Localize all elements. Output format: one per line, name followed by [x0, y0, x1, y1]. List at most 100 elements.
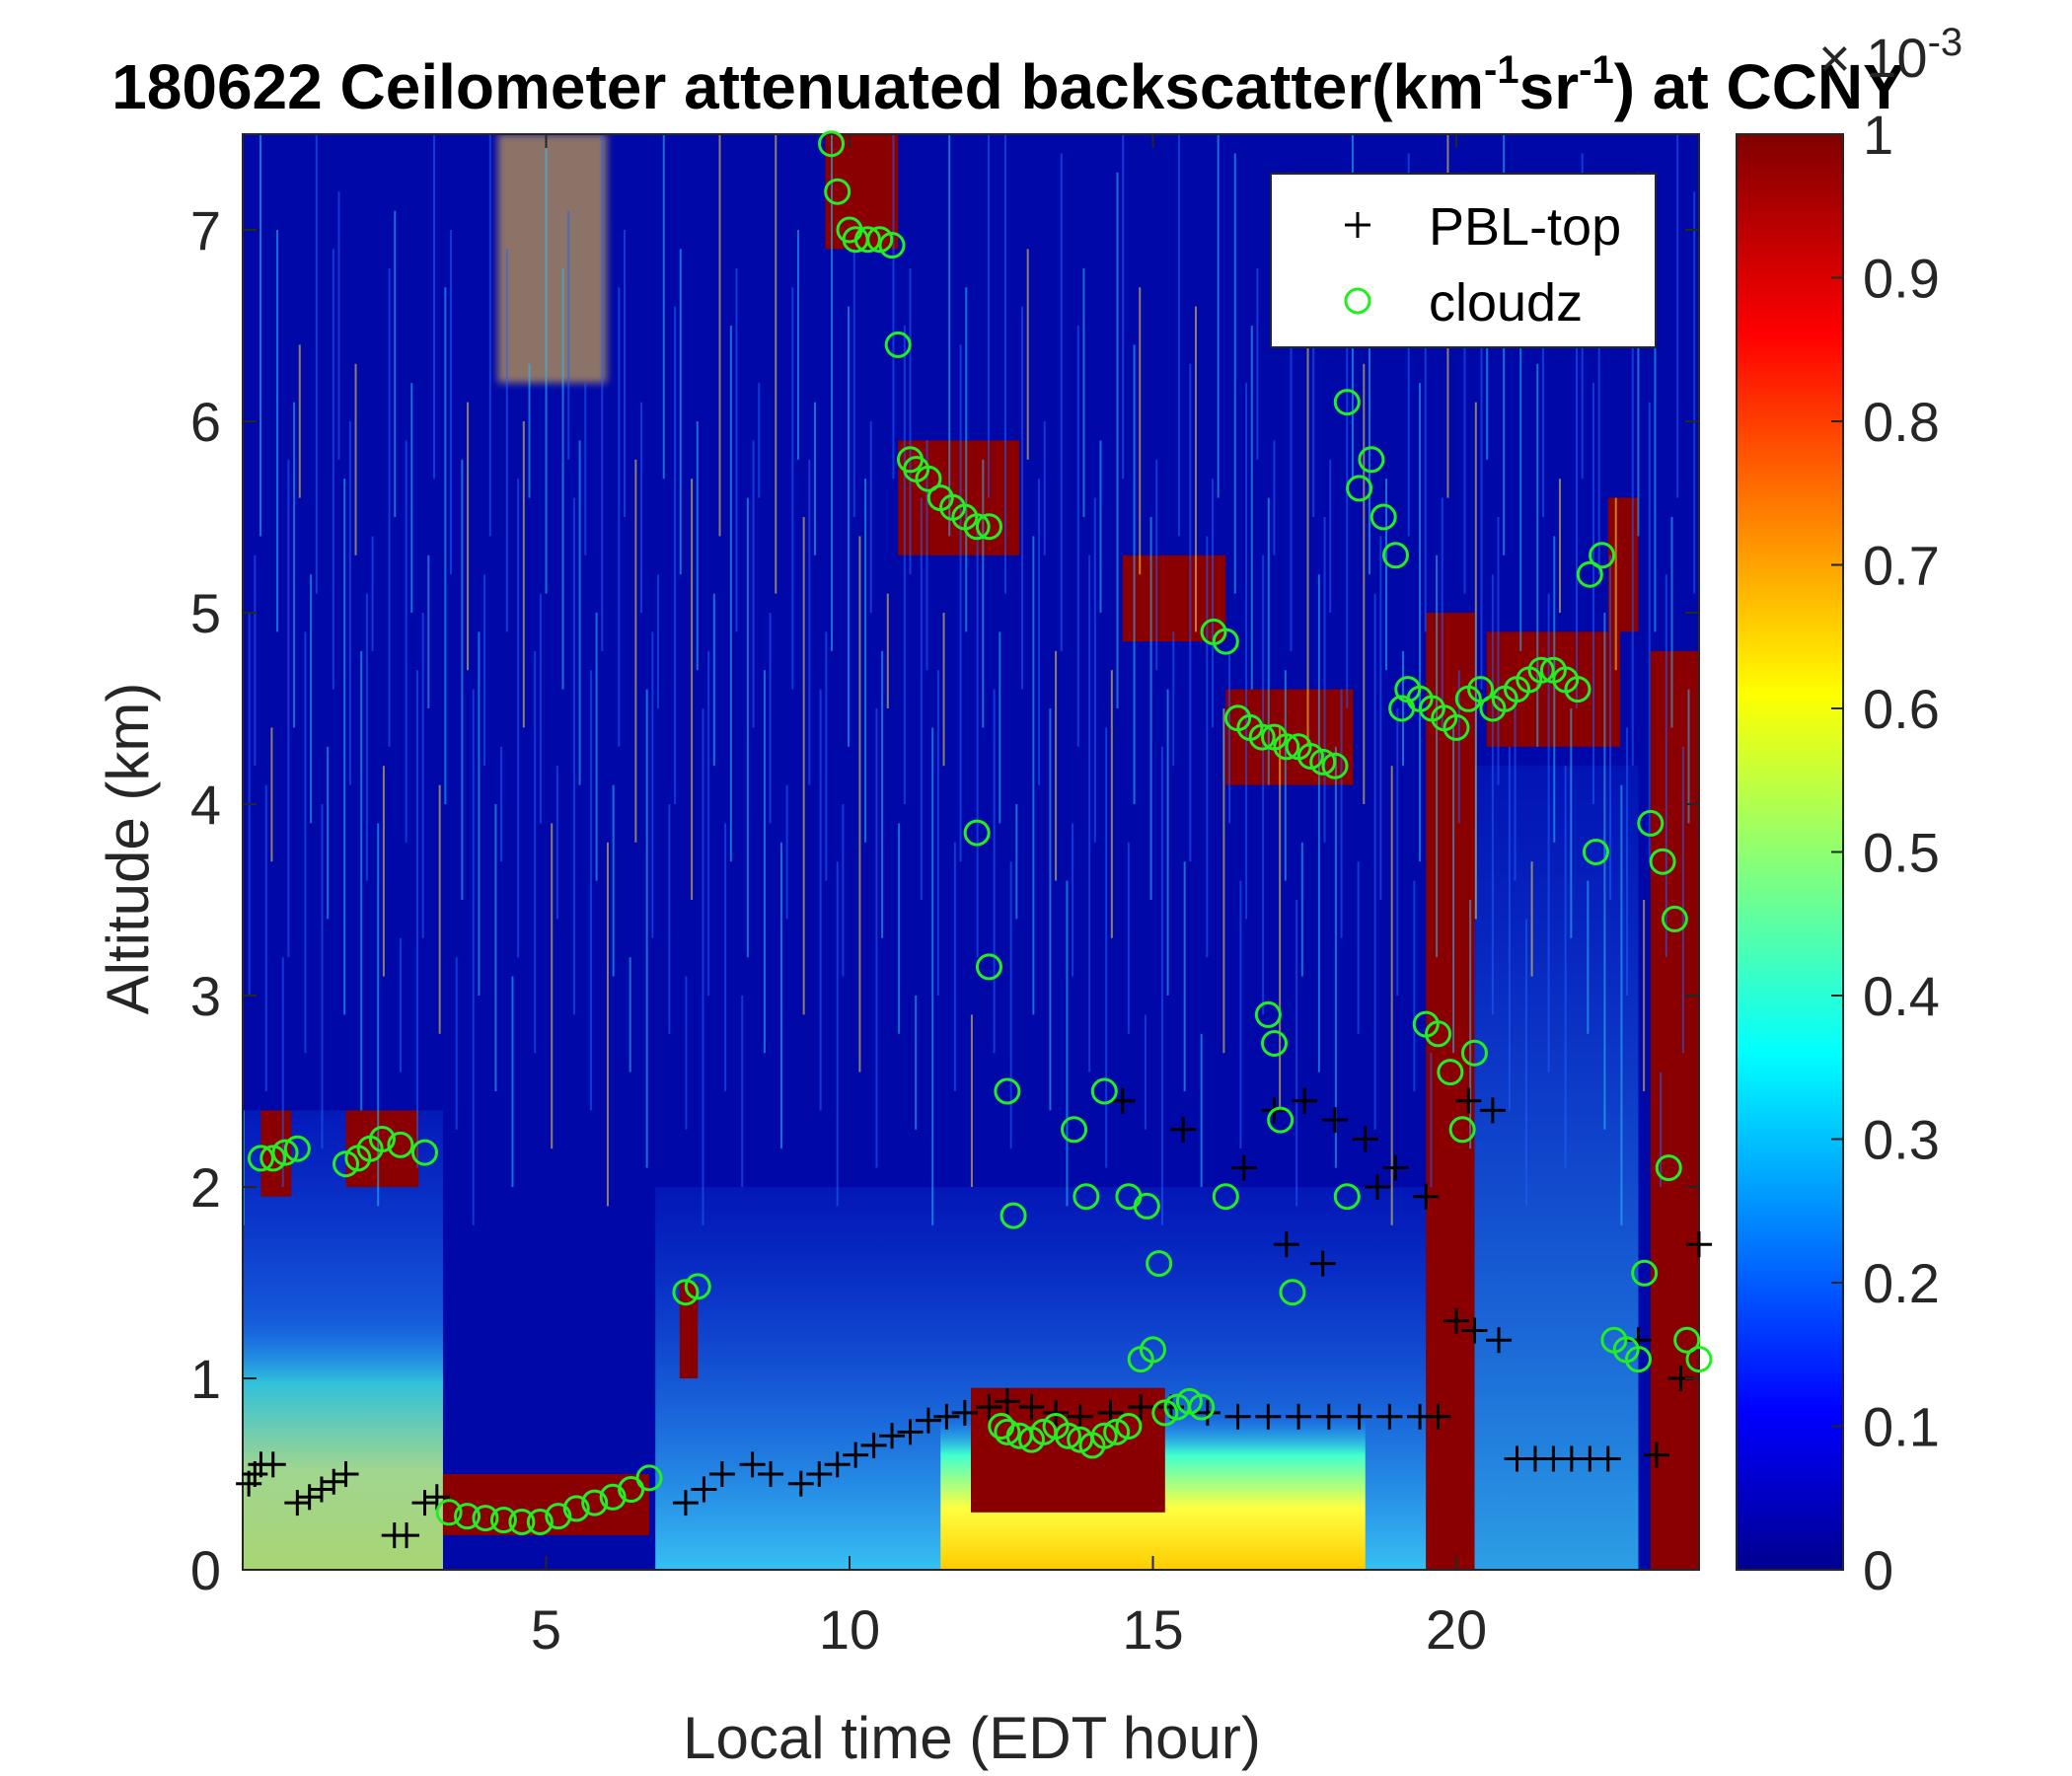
- backscatter-streak: [1200, 1033, 1203, 1187]
- cloudz-marker: [1649, 848, 1676, 875]
- cloudz-marker: [1685, 1346, 1713, 1373]
- y-tick-label: 2: [190, 1156, 221, 1219]
- backscatter-streak: [1620, 784, 1623, 1225]
- backscatter-streak: [987, 134, 990, 498]
- backscatter-streak: [1110, 670, 1113, 938]
- cloudz-marker: [1589, 542, 1616, 569]
- backscatter-streak: [1172, 631, 1175, 767]
- backscatter-streak: [674, 306, 677, 804]
- aerosol-layer-evening: [1474, 766, 1639, 1570]
- backscatter-streak: [634, 459, 637, 843]
- backscatter-streak: [1486, 287, 1489, 460]
- backscatter-streak: [936, 670, 939, 996]
- backscatter-streak: [304, 631, 307, 1054]
- backscatter-streak: [1424, 326, 1427, 632]
- backscatter-streak: [1436, 555, 1439, 958]
- cloud-patch: [1650, 650, 1699, 1570]
- backscatter-streak: [1373, 593, 1376, 1130]
- backscatter-streak: [584, 383, 587, 555]
- backscatter-streak: [259, 134, 262, 537]
- cloudz-marker: [562, 1495, 590, 1522]
- backscatter-streak: [343, 479, 346, 1015]
- title-mid: sr: [1519, 51, 1580, 122]
- backscatter-streak: [1508, 746, 1511, 1111]
- y-tick-label: 7: [190, 199, 221, 261]
- backscatter-streak: [415, 670, 418, 1168]
- legend-box: [1270, 173, 1657, 348]
- backscatter-streak: [1312, 287, 1315, 517]
- cloudz-marker: [508, 1509, 536, 1535]
- colorbar-gradient: [1737, 134, 1843, 1570]
- backscatter-streak: [1603, 613, 1606, 1130]
- backscatter-streak: [578, 440, 581, 785]
- pbl-top-marker: [1170, 1116, 1197, 1143]
- cloudz-marker: [1309, 748, 1337, 776]
- x-tick-label: 20: [1426, 1598, 1487, 1661]
- backscatter-streak: [746, 497, 749, 958]
- cloudz-marker: [1625, 1346, 1652, 1373]
- pbl-top-marker: [824, 1451, 851, 1478]
- backscatter-streak: [270, 727, 273, 862]
- cloudz-marker: [1346, 475, 1373, 502]
- backscatter-streak: [712, 593, 715, 767]
- cloudz-marker: [1388, 695, 1416, 722]
- backscatter-streak: [1099, 440, 1102, 613]
- backscatter-streak: [298, 344, 301, 498]
- backscatter-streak: [1665, 574, 1667, 958]
- pbl-top-marker: [1315, 1403, 1342, 1430]
- colorbar-tick-label: 0.7: [1863, 535, 1940, 597]
- cloudz-marker: [1103, 1418, 1131, 1445]
- backscatter-streak: [1614, 497, 1617, 671]
- backscatter-streak: [461, 459, 464, 900]
- backscatter-streak: [1155, 459, 1158, 671]
- backscatter-streak: [1082, 267, 1085, 517]
- cloudz-marker: [975, 513, 1002, 541]
- pbl-top-marker: [806, 1461, 833, 1487]
- backscatter-streak: [488, 134, 491, 537]
- backscatter-streak: [522, 421, 525, 728]
- pbl-layer-early: [243, 1320, 443, 1570]
- pbl-top-marker: [284, 1490, 311, 1517]
- backscatter-streak: [1430, 1053, 1433, 1187]
- backscatter-streak: [405, 440, 407, 843]
- plot-area: [243, 134, 1699, 1570]
- backscatter-streak: [601, 134, 604, 651]
- legend-label-cloudz: cloudz: [1429, 273, 1583, 333]
- x-axis-ticks: 5 10 15 20: [531, 134, 1487, 1661]
- x-tick-label: 10: [819, 1598, 880, 1661]
- backscatter-streak: [1250, 326, 1253, 690]
- pbl-top-marker: [1273, 1231, 1299, 1258]
- pbl-top-marker: [691, 1476, 717, 1503]
- backscatter-streak: [808, 459, 811, 785]
- cloudz-marker: [1582, 839, 1609, 865]
- y-tick-label: 6: [190, 391, 221, 453]
- cloudz-marker: [915, 465, 942, 492]
- backscatter-streak: [365, 593, 368, 881]
- backscatter-streak: [254, 555, 257, 767]
- backscatter-streak: [791, 287, 794, 690]
- pbl-top-marker: [1309, 1250, 1336, 1277]
- backscatter-streak: [539, 593, 542, 824]
- y-tick-label: 5: [190, 582, 221, 644]
- backscatter-streak: [1026, 249, 1029, 460]
- cloudz-marker: [1321, 752, 1349, 779]
- pbl-top-marker: [1382, 1154, 1409, 1181]
- pbl-top-marker: [976, 1394, 1002, 1421]
- backscatter-streak: [467, 402, 470, 671]
- backscatter-streak: [421, 613, 424, 938]
- backscatter-streak: [993, 689, 996, 1054]
- cloudz-marker: [1151, 1399, 1179, 1427]
- backscatter-streak: [1536, 363, 1539, 747]
- backscatter-streak: [1049, 708, 1052, 1111]
- backscatter-streak: [1547, 593, 1550, 1073]
- backscatter-streak: [354, 363, 357, 555]
- backscatter-streak: [606, 842, 609, 1207]
- cloudz-marker: [999, 1202, 1027, 1229]
- backscatter-streak: [1149, 517, 1152, 900]
- backscatter-streak: [1530, 861, 1533, 977]
- backscatter-streak: [1463, 172, 1466, 594]
- backscatter-streak: [310, 574, 313, 824]
- backscatter-streak: [534, 650, 537, 1054]
- backscatter-streak: [1105, 727, 1108, 1168]
